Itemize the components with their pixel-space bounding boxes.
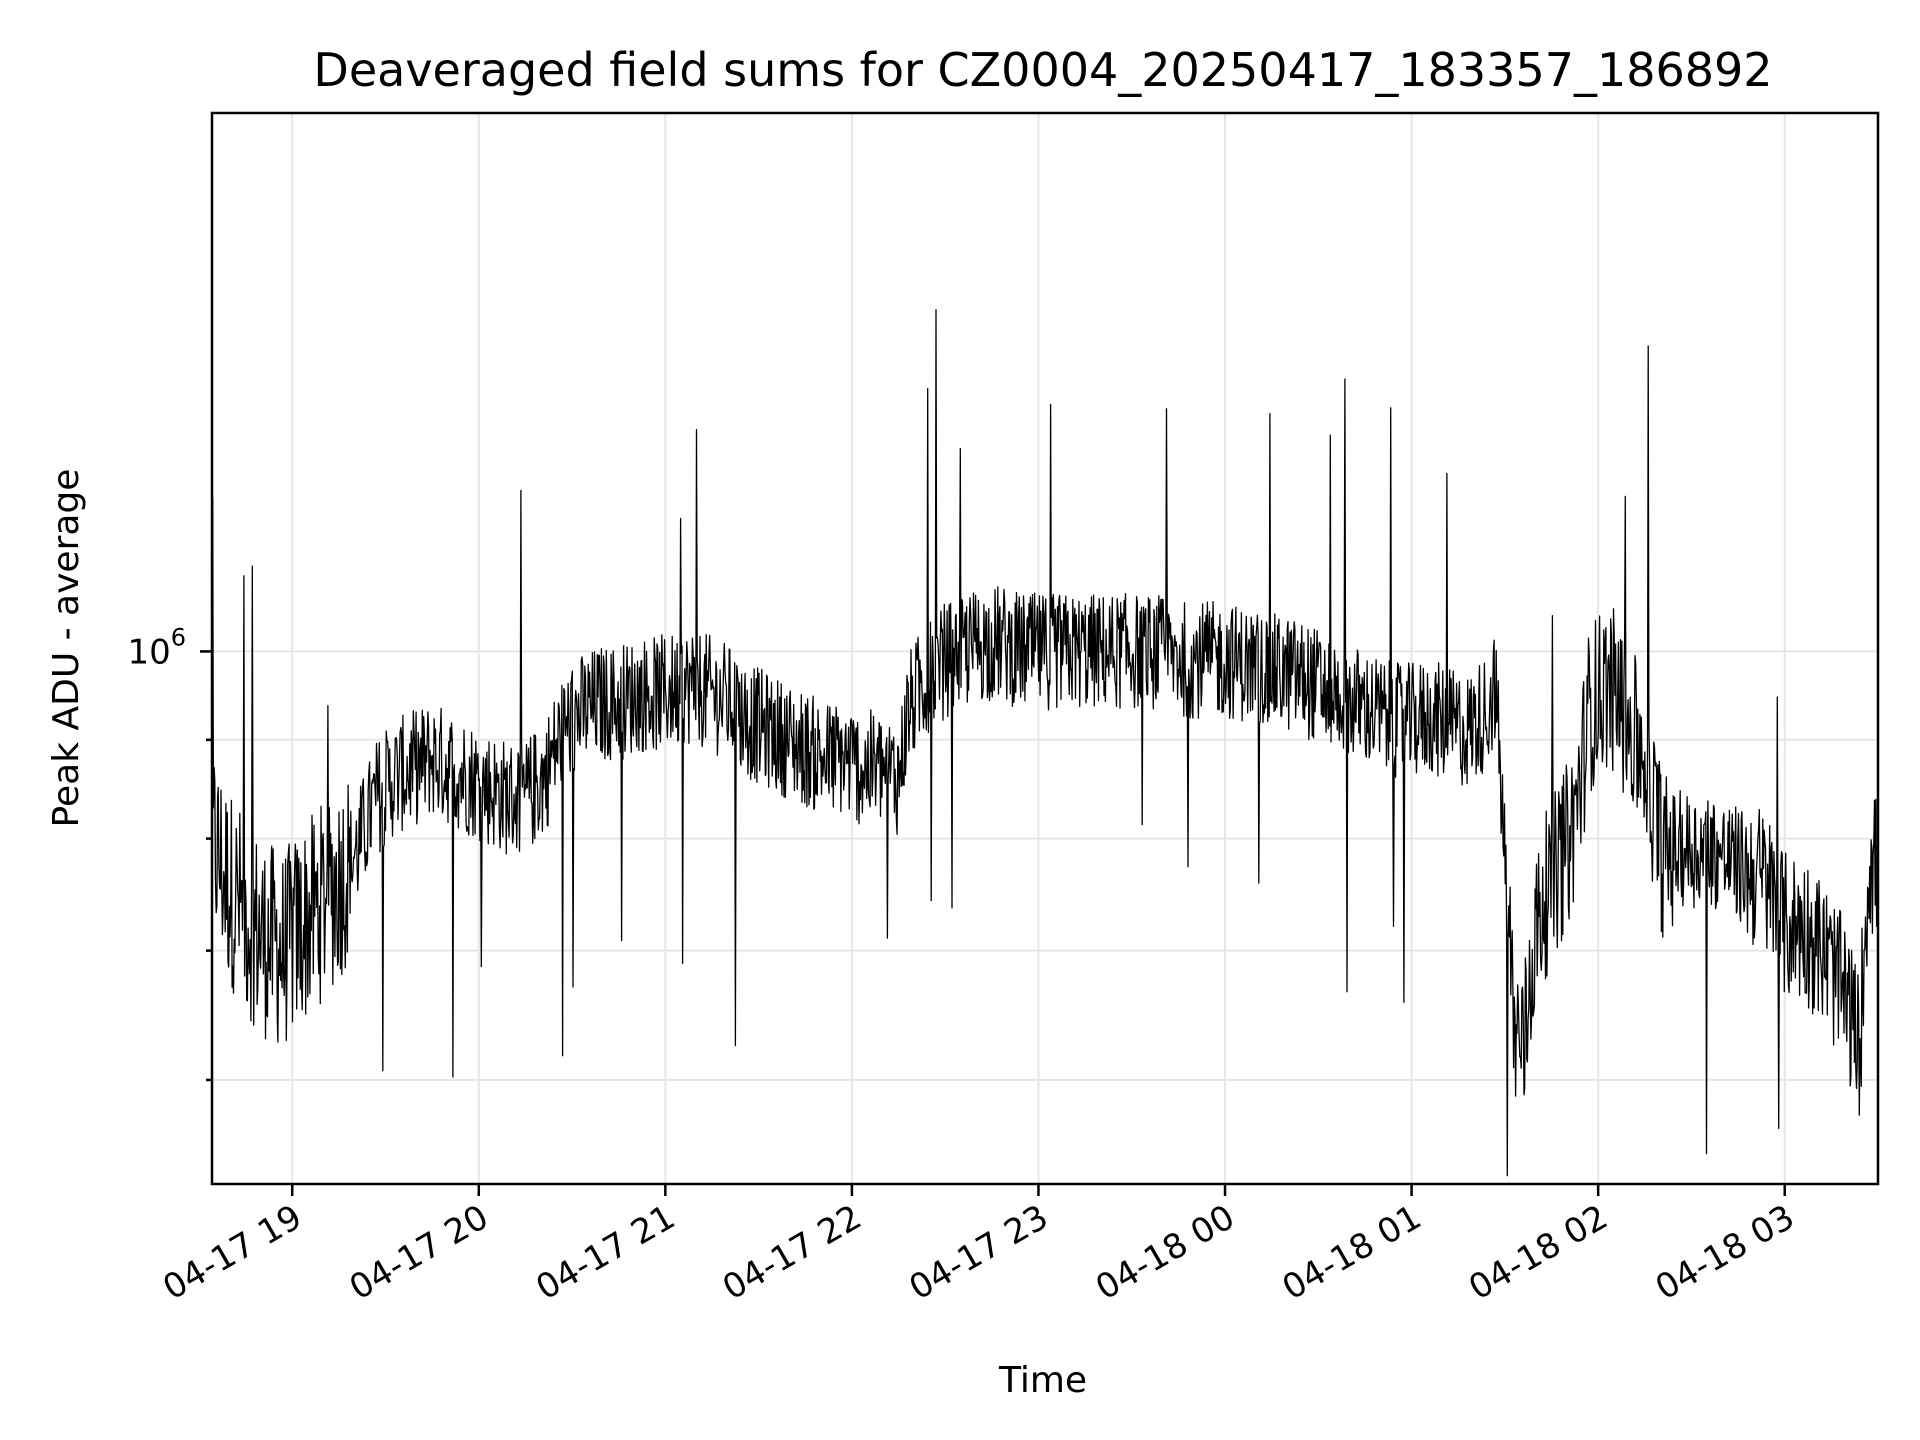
chart-title: Deaveraged field sums for CZ0004_2025041… bbox=[313, 43, 1772, 97]
x-tick-label: 04-18 00 bbox=[1089, 1197, 1241, 1308]
x-tick-label: 04-18 02 bbox=[1462, 1197, 1614, 1308]
x-tick-label: 04-17 23 bbox=[903, 1197, 1055, 1308]
y-tick-exponent: 6 bbox=[171, 623, 186, 651]
y-axis: 106 bbox=[127, 623, 212, 1082]
y-axis-label: Peak ADU - average bbox=[46, 469, 87, 828]
x-tick-label: 04-17 19 bbox=[156, 1197, 308, 1308]
x-tick-label: 04-18 03 bbox=[1649, 1197, 1801, 1308]
x-tick-label: 04-17 21 bbox=[529, 1197, 681, 1308]
y-tick-base: 10 bbox=[127, 632, 170, 672]
x-axis-label: Time bbox=[998, 1360, 1087, 1401]
y-tick-label: 106 bbox=[127, 623, 186, 672]
x-axis: 04-17 19 04-17 20 04-17 21 04-17 22 04-17 23… bbox=[156, 1184, 1801, 1308]
plot-frame bbox=[210, 111, 1880, 1186]
x-tick-label: 04-18 01 bbox=[1276, 1197, 1428, 1308]
x-tick-label: 04-17 22 bbox=[716, 1197, 868, 1308]
x-tick-label: 04-17 20 bbox=[343, 1197, 495, 1308]
series-line bbox=[211, 308, 1879, 1177]
